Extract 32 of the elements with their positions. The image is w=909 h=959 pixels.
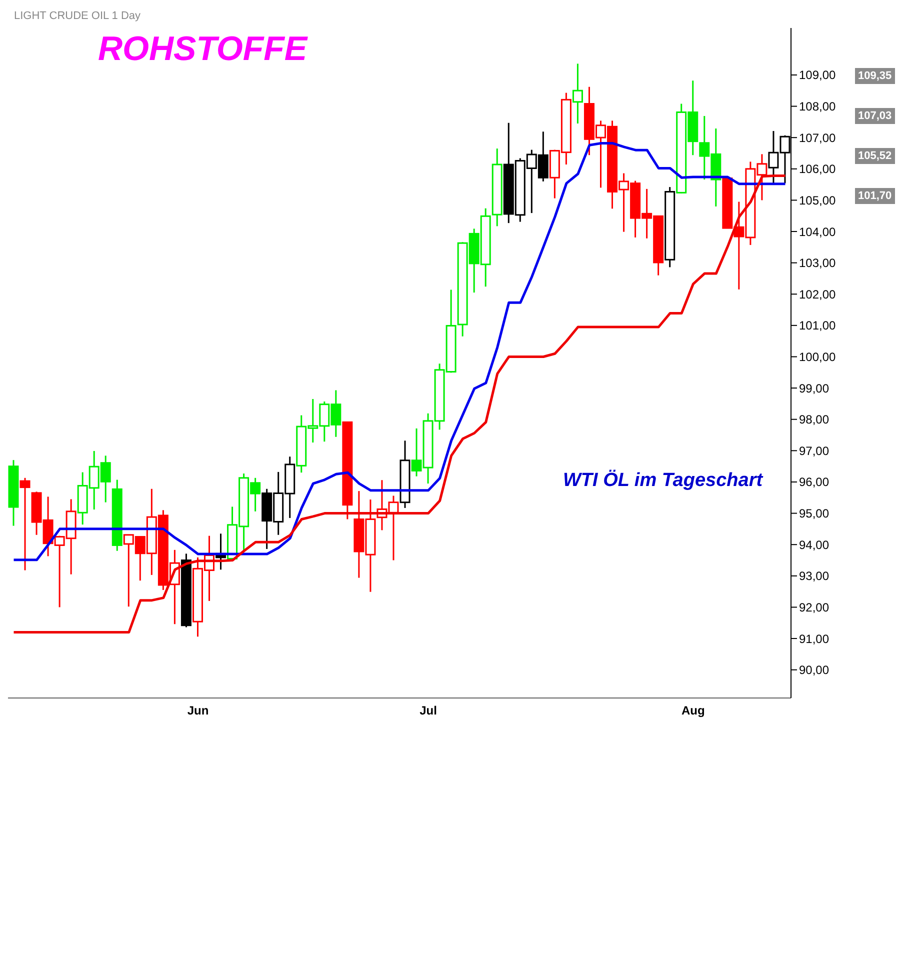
y-tick-label: 95,00 [799, 506, 830, 521]
y-tick-label: 91,00 [799, 632, 830, 646]
line-series [12, 142, 786, 562]
text: 105,52 [855, 148, 895, 164]
text: 101,70 [855, 188, 895, 204]
annotation: WTI ÖL im Tageschart [563, 470, 763, 492]
text: 109,35 [855, 68, 895, 84]
candlestick [20, 477, 30, 572]
y-tick-label: 100,00 [799, 350, 836, 364]
y-tick-label: 103,00 [799, 256, 836, 270]
y-tick-label: 104,00 [799, 224, 836, 239]
chart-title: ROHSTOFFE [98, 30, 308, 69]
y-tick-label: 108,00 [799, 100, 836, 114]
y-tick-label: 98,00 [799, 412, 830, 427]
x-tick-label: Aug [681, 704, 705, 718]
y-tick-label: 102,00 [799, 287, 836, 302]
y-tick-label: 94,00 [799, 538, 830, 552]
y-tick-label: 99,00 [799, 381, 830, 396]
y-tick-label: 97,00 [799, 444, 830, 458]
y-tick-label: 107,00 [799, 130, 836, 145]
y-tick-label: 106,00 [799, 162, 836, 176]
y-tick-label: 105,00 [799, 193, 836, 208]
y-tick-label: 90,00 [799, 663, 830, 678]
y-tick-label: 93,00 [799, 569, 830, 584]
x-tick-label: Jul [420, 704, 437, 718]
y-tick-label: 101,00 [799, 318, 836, 333]
y-tick-label: 96,00 [799, 475, 830, 490]
text: 107,03 [855, 108, 895, 124]
y-tick-label: 92,00 [799, 600, 830, 614]
chart-subtitle: LIGHT CRUDE OIL 1 Day [14, 10, 141, 22]
x-tick-label: Jun [187, 704, 209, 718]
y-tick-label: 109,00 [799, 68, 836, 82]
